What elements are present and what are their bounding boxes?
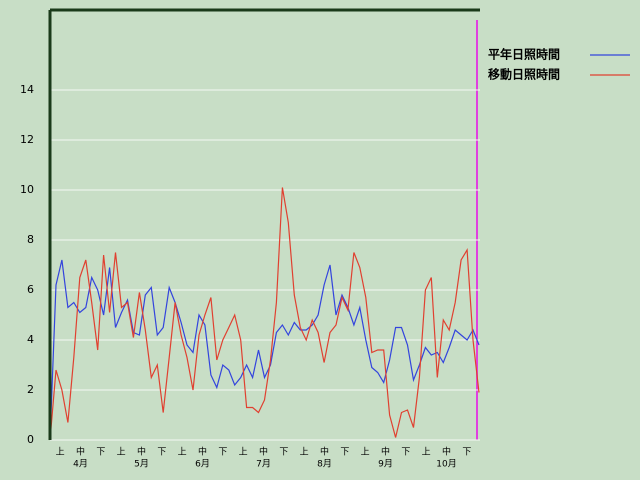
month-label: 7月 [256, 459, 271, 470]
x-tick-label: 上 [361, 447, 370, 458]
x-tick-label: 中 [320, 446, 329, 458]
x-tick-label: 上 [239, 447, 248, 458]
y-tick-label: 10 [20, 183, 34, 196]
y-tick-label: 12 [20, 133, 34, 146]
x-tick-label: 中 [137, 446, 146, 458]
x-tick-label: 中 [76, 446, 85, 458]
x-tick-label: 中 [259, 446, 268, 458]
y-tick-label: 6 [27, 283, 34, 296]
month-label: 10月 [436, 459, 456, 470]
y-tick-label: 14 [20, 83, 34, 96]
x-tick-label: 下 [340, 448, 349, 458]
x-tick-label: 下 [279, 448, 288, 458]
x-tick-label: 中 [381, 446, 390, 458]
x-tick-label: 中 [198, 446, 207, 458]
x-tick-label: 上 [422, 447, 431, 458]
y-tick-label: 8 [27, 233, 34, 246]
month-label: 5月 [134, 459, 149, 470]
x-tick-label: 下 [401, 448, 410, 458]
x-tick-label: 下 [96, 448, 105, 458]
x-tick-label: 上 [300, 447, 309, 458]
month-label: 8月 [317, 459, 332, 470]
x-tick-label: 下 [157, 448, 166, 458]
series-line [49, 187, 480, 441]
y-tick-label: 4 [27, 333, 34, 346]
month-label: 4月 [73, 459, 88, 470]
x-tick-label: 上 [117, 447, 126, 458]
x-tick-label: 上 [178, 447, 187, 458]
y-tick-label: 2 [27, 383, 34, 396]
month-label: 6月 [195, 459, 210, 470]
x-tick-label: 下 [462, 448, 471, 458]
legend-label: 移動日照時間 [488, 67, 560, 82]
x-tick-label: 中 [442, 446, 451, 458]
month-label: 9月 [378, 459, 393, 470]
series-line [49, 259, 480, 441]
y-tick-label: 0 [27, 433, 34, 446]
x-tick-label: 下 [218, 448, 227, 458]
x-tick-label: 上 [56, 447, 65, 458]
legend-label: 平年日照時間 [488, 47, 560, 62]
